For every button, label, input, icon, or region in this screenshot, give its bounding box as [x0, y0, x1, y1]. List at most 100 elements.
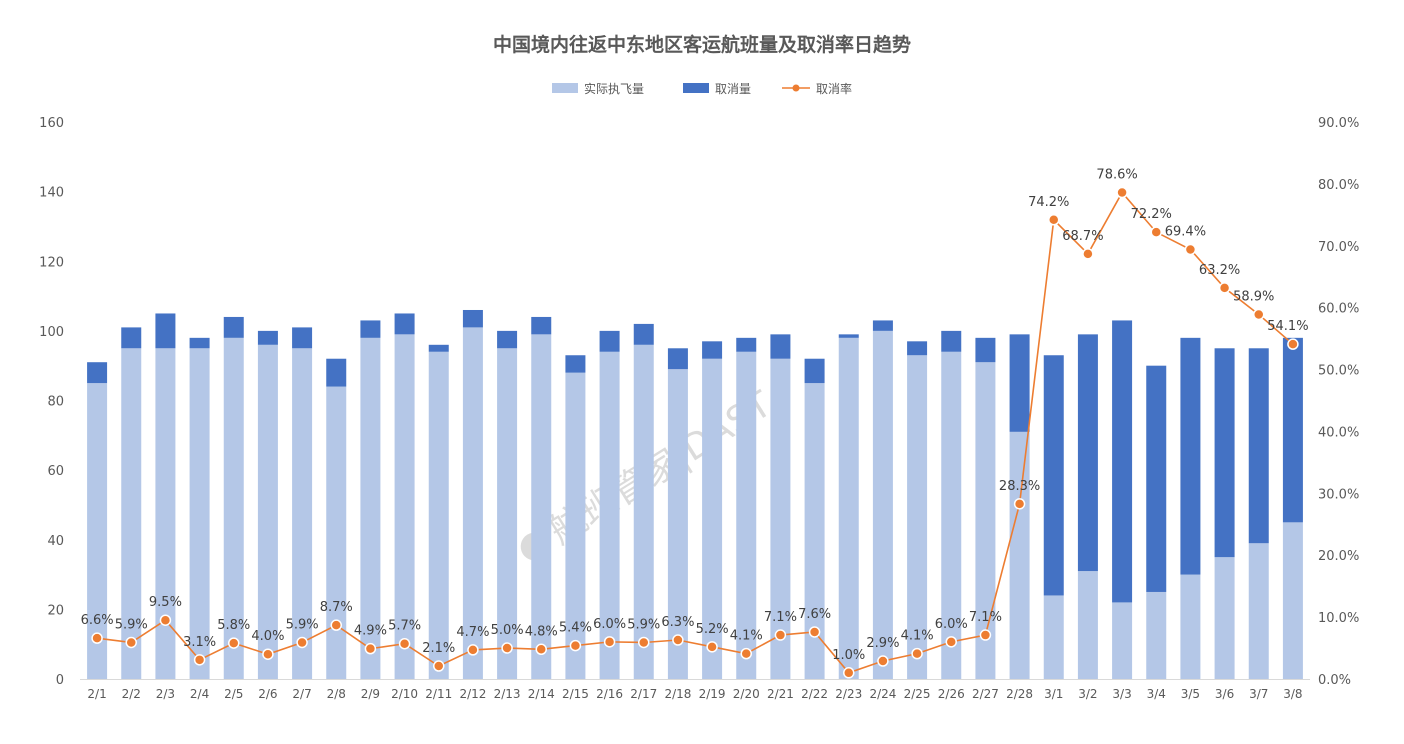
y-right-tick-label: 80.0%: [1318, 178, 1359, 193]
rate-data-label: 5.2%: [696, 622, 729, 637]
bar-cancelled: [257, 330, 278, 345]
y-left-tick-label: 40: [47, 534, 64, 549]
rate-data-label: 58.9%: [1233, 289, 1274, 304]
bar-cancelled: [1146, 365, 1167, 592]
bar-cancelled: [1009, 334, 1030, 432]
bar-executed: [257, 344, 278, 679]
bar-cancelled: [360, 320, 381, 338]
bar-cancelled: [667, 348, 688, 370]
y-right-tick-label: 20.0%: [1318, 549, 1359, 564]
bar-executed: [462, 327, 483, 679]
x-tick-label: 2/23: [835, 687, 862, 701]
rate-data-label: 3.1%: [183, 635, 216, 650]
rate-point: [1116, 186, 1128, 199]
rate-data-label: 7.6%: [798, 607, 831, 622]
bar-executed: [1043, 595, 1064, 679]
rate-point: [1184, 243, 1197, 256]
bar-executed: [360, 337, 381, 679]
y-right-tick-label: 60.0%: [1318, 302, 1359, 317]
x-tick-label: 2/9: [361, 687, 380, 701]
y-right-tick-label: 70.0%: [1318, 240, 1359, 255]
bar-executed: [736, 351, 757, 679]
rate-data-label: 6.6%: [81, 613, 114, 628]
rate-point: [808, 626, 821, 638]
rate-data-label: 7.1%: [764, 610, 797, 625]
x-tick-label: 2/24: [869, 687, 896, 701]
bar-executed: [599, 351, 620, 679]
bar-executed: [1077, 571, 1098, 679]
bar-cancelled: [292, 327, 313, 349]
y-left-tick-label: 160: [39, 116, 64, 131]
rate-data-label: 6.0%: [593, 617, 626, 632]
rate-point: [569, 639, 582, 652]
x-tick-label: 2/21: [767, 687, 794, 701]
rate-point: [877, 655, 889, 667]
x-tick-label: 2/2: [122, 687, 141, 701]
y-left-tick-label: 20: [47, 603, 64, 618]
rate-point: [193, 654, 206, 666]
bar-cancelled: [941, 330, 962, 352]
bar-executed: [804, 383, 825, 679]
x-tick-label: 2/27: [972, 687, 999, 701]
rate-point: [1287, 338, 1299, 350]
bar-cancelled: [736, 337, 757, 352]
x-tick-label: 2/26: [938, 687, 965, 701]
legend-label-cancelled: 取消量: [715, 82, 751, 96]
rate-point: [125, 636, 137, 649]
x-tick-label: 3/5: [1181, 687, 1200, 701]
bar-executed: [667, 369, 688, 679]
bar-executed: [1112, 602, 1133, 679]
bar-cancelled: [189, 337, 210, 349]
rate-point: [501, 642, 513, 654]
bar-cancelled: [1282, 337, 1303, 523]
y-right-tick-label: 30.0%: [1318, 487, 1359, 502]
x-tick-label: 2/22: [801, 687, 828, 701]
bar-executed: [872, 330, 893, 679]
rate-data-label: 5.9%: [286, 617, 319, 632]
rate-data-label: 5.7%: [388, 619, 421, 634]
x-tick-label: 2/10: [391, 687, 418, 701]
rate-point: [330, 619, 342, 631]
x-tick-label: 2/13: [494, 687, 521, 701]
bar-cancelled: [1112, 320, 1133, 603]
rate-point: [603, 636, 616, 648]
bar-cancelled: [1248, 348, 1269, 544]
bar-executed: [907, 355, 928, 679]
rate-point: [1150, 226, 1162, 238]
x-tick-label: 3/3: [1112, 687, 1131, 701]
bar-executed: [565, 372, 586, 679]
bar-executed: [702, 358, 723, 679]
bar-cancelled: [1180, 337, 1201, 575]
legend-label-executed: 实际执飞量: [584, 81, 644, 96]
bar-executed: [838, 337, 859, 679]
rate-point: [638, 636, 650, 649]
bar-cancelled: [872, 320, 893, 331]
bar-cancelled: [155, 313, 176, 349]
x-tick-label: 3/4: [1147, 687, 1166, 701]
x-tick-label: 2/15: [562, 687, 589, 701]
x-tick-label: 2/20: [733, 687, 760, 701]
rate-data-label: 4.8%: [525, 624, 558, 639]
rate-data-label: 9.5%: [149, 595, 182, 610]
bar-cancelled: [975, 337, 996, 363]
rate-data-label: 68.7%: [1062, 229, 1103, 244]
x-tick-label: 2/6: [258, 687, 277, 701]
x-tick-label: 2/19: [699, 687, 726, 701]
bar-executed: [292, 348, 313, 679]
rate-data-label: 2.1%: [422, 641, 455, 656]
rate-data-label: 4.7%: [456, 625, 489, 640]
bar-cancelled: [87, 362, 108, 384]
bar-cancelled: [599, 330, 620, 352]
x-tick-label: 3/7: [1249, 687, 1268, 701]
bar-executed: [223, 337, 244, 679]
chart-title: 中国境内往返中东地区客运航班量及取消率日趋势: [493, 33, 911, 56]
rate-data-label: 4.9%: [354, 624, 387, 639]
bar-executed: [87, 383, 108, 679]
bar-cancelled: [907, 341, 928, 356]
rate-point: [296, 636, 308, 649]
bar-executed: [326, 386, 347, 679]
x-tick-label: 2/18: [664, 687, 691, 701]
bar-executed: [1180, 574, 1201, 679]
rate-data-label: 74.2%: [1028, 195, 1069, 210]
x-tick-label: 2/5: [224, 687, 243, 701]
